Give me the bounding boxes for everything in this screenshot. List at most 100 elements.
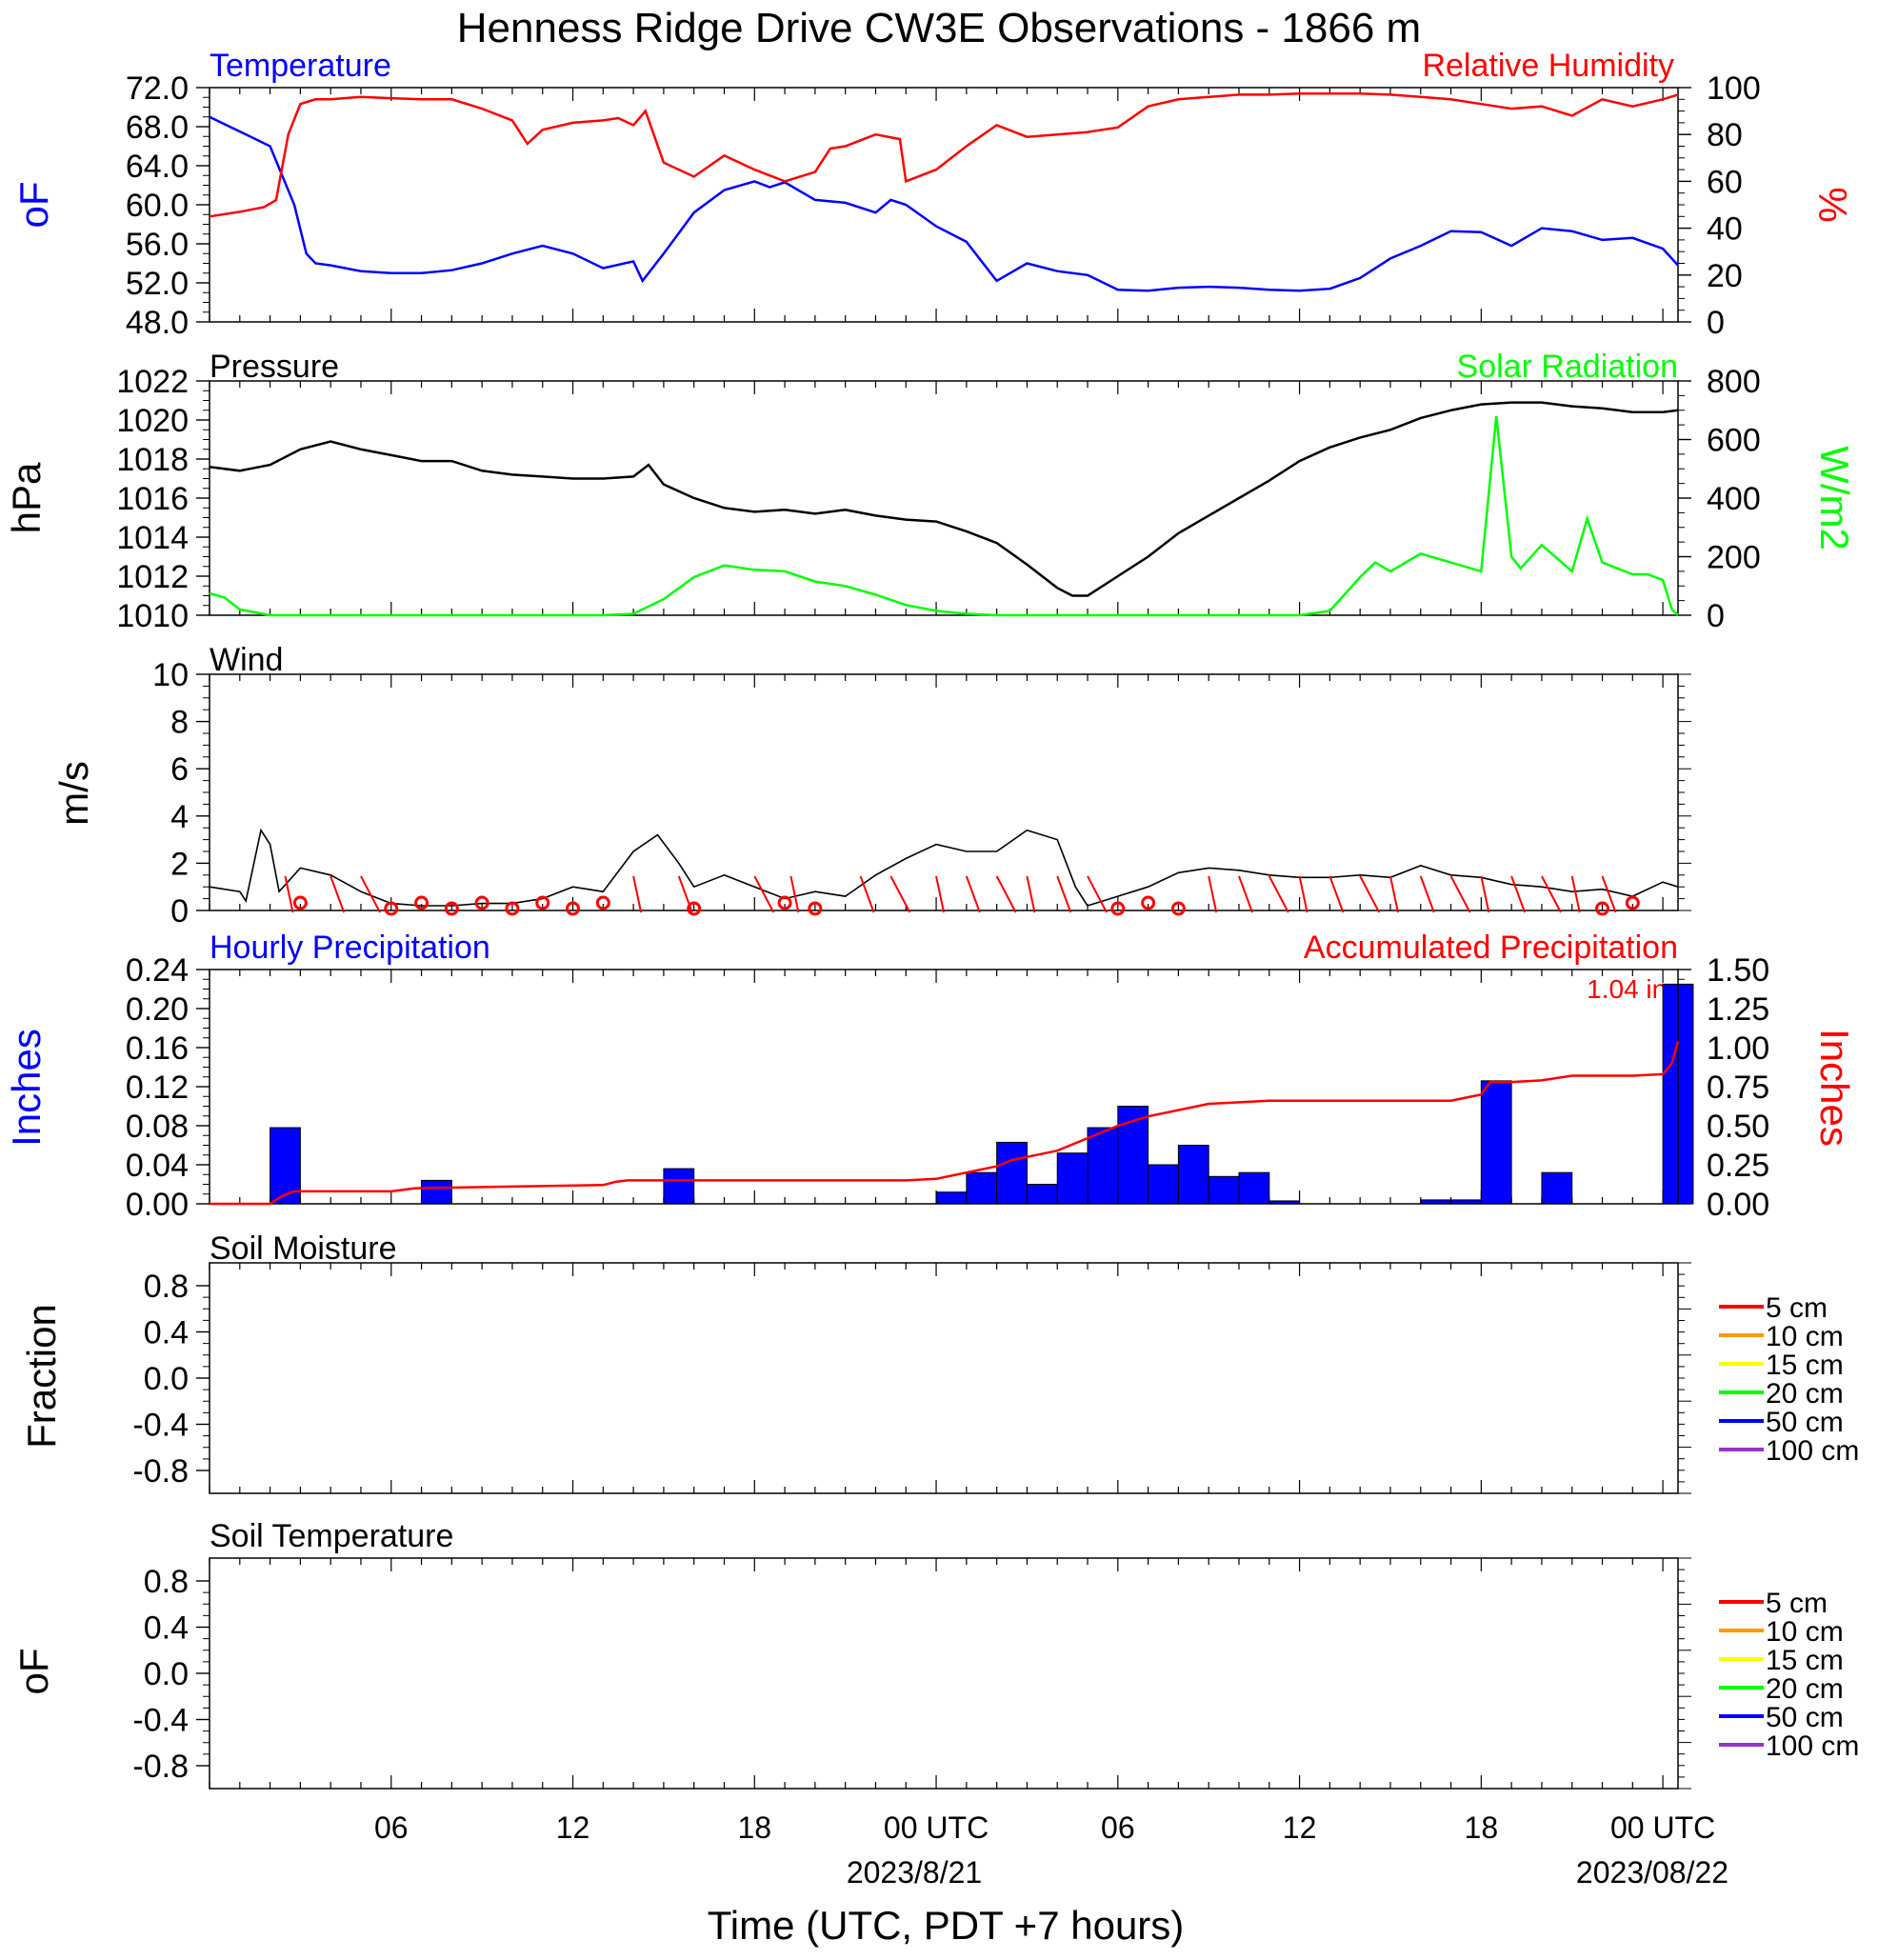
right-tick-label: 1.00 [1707, 1030, 1769, 1067]
left-tick-label: 60.0 [126, 188, 189, 224]
hourly-precip-unit-label: Inches [4, 1029, 49, 1147]
right-tick-label: 1.50 [1707, 952, 1769, 989]
precip-total-label: 1.04 in. [1587, 974, 1674, 1004]
left-tick-label: 0.0 [144, 1656, 189, 1692]
wind-barb [1480, 875, 1490, 913]
soil-moisture-panel: Soil Moisture 0.8 0.4 0.0 -0.4 -0.8 Fraction… [19, 1230, 1859, 1494]
accum-precip-y-ticks: 1.501.251.000.750.500.250.00 [1678, 952, 1769, 1223]
legend-label: 15 cm [1766, 1350, 1844, 1381]
left-tick-label: -0.8 [132, 1453, 189, 1490]
right-tick-label: 40 [1707, 211, 1743, 248]
left-tick-label: 8 [170, 705, 189, 741]
legend-label: 5 cm [1766, 1292, 1828, 1324]
left-tick-label: 52.0 [126, 266, 189, 302]
x-tick-label: 12 [556, 1810, 590, 1845]
solar-y-ticks: 800 600 400 200 0 [1678, 364, 1761, 634]
wind-barb [360, 875, 381, 913]
x-tick-label: 12 [1283, 1810, 1317, 1845]
temperature-y-ticks: 72.068.064.060.056.052.048.0 [126, 70, 210, 341]
x-tick-label: 06 [1101, 1810, 1135, 1845]
wind-title: Wind [210, 642, 283, 678]
calm-wind-marker [1625, 895, 1640, 910]
left-tick-label: 0 [170, 893, 189, 930]
right-tick-label: 60 [1707, 164, 1743, 200]
left-tick-label: 0.16 [126, 1030, 189, 1067]
x-tick-label: 18 [1465, 1810, 1499, 1845]
x-date-label-2: 2023/08/22 [1576, 1855, 1728, 1890]
soil-moisture-frame [209, 1262, 1679, 1494]
wind-barb [935, 875, 946, 913]
left-tick-label: 0.08 [126, 1109, 189, 1145]
legend-label: 20 cm [1766, 1378, 1844, 1410]
wind-barb [1601, 875, 1617, 913]
precip-frame [209, 969, 1679, 1205]
wind-barb [330, 875, 346, 913]
right-tick-label: 0.75 [1707, 1070, 1769, 1106]
precip-plot-area [209, 969, 1679, 1205]
precipitation-panel: Hourly Precipitation Accumulated Precipi… [4, 930, 1857, 1223]
humidity-unit-label: % [1810, 187, 1855, 222]
left-tick-label: 0.8 [144, 1564, 189, 1600]
wind-barb [284, 875, 294, 913]
pressure-plot-area [209, 380, 1679, 616]
precip-bar [1148, 1164, 1179, 1205]
solar-radiation-line [209, 415, 1679, 617]
relative-humidity-title: Relative Humidity [1422, 48, 1674, 84]
wind-barb [1298, 875, 1309, 913]
wind-barb [1510, 875, 1527, 913]
wind-unit-label: m/s [51, 761, 96, 826]
hourly-precip-y-ticks: 0.240.200.160.120.080.040.00 [126, 952, 210, 1223]
left-tick-label: 0.0 [144, 1361, 189, 1397]
wind-barb [1449, 875, 1471, 913]
left-tick-label: 0.4 [144, 1315, 189, 1351]
soil-moisture-y-ticks: 0.8 0.4 0.0 -0.4 -0.8 [132, 1269, 210, 1490]
soil-temperature-unit-label: oF [11, 1648, 56, 1694]
x-axis-tick-labels: 06 12 18 00 UTC 06 12 18 00 UTC [374, 1810, 1715, 1845]
x-tick-label: 18 [737, 1810, 771, 1845]
temperature-plot-area [209, 87, 1679, 323]
wind-barb [1329, 875, 1345, 913]
temperature-title: Temperature [210, 48, 391, 84]
legend-label: 50 cm [1766, 1407, 1844, 1438]
solar-radiation-title: Solar Radiation [1457, 349, 1678, 385]
calm-wind-marker [292, 895, 308, 910]
pressure-line [209, 401, 1679, 597]
calm-wind-marker [687, 901, 702, 916]
pressure-title: Pressure [210, 349, 339, 385]
temperature-panel: Temperature Relative Humidity 72.068.064… [11, 48, 1855, 341]
calm-wind-marker [444, 901, 459, 916]
calm-wind-marker [595, 895, 610, 910]
calm-wind-marker [1595, 901, 1610, 916]
temperature-line [209, 115, 1679, 292]
left-tick-label: 0.00 [126, 1187, 189, 1223]
wind-barb [965, 875, 981, 913]
wind-barb [889, 875, 911, 913]
right-tick-label: 0 [1707, 305, 1725, 341]
accumulated-precip-title: Accumulated Precipitation [1304, 930, 1678, 966]
wind-barb [632, 875, 643, 913]
precip-bar [663, 1168, 695, 1205]
calm-wind-marker [808, 901, 823, 916]
legend-label: 5 cm [1766, 1588, 1828, 1619]
calm-wind-marker [384, 901, 399, 916]
legend-label: 50 cm [1766, 1702, 1844, 1733]
precip-bar [1087, 1127, 1119, 1205]
legend-label: 100 cm [1766, 1435, 1859, 1467]
precip-bar [1208, 1175, 1240, 1205]
wind-barb [1419, 875, 1435, 913]
right-tick-label: 200 [1707, 540, 1761, 576]
wind-barb [1238, 875, 1253, 913]
left-tick-label: 64.0 [126, 149, 189, 185]
wind-barb [1570, 875, 1581, 913]
wind-barbs [284, 875, 1640, 916]
hourly-precip-title: Hourly Precipitation [210, 930, 490, 966]
x-axis-label: Time (UTC, PDT +7 hours) [708, 1903, 1185, 1948]
calm-wind-marker [535, 895, 550, 910]
soil-temperature-panel: Soil Temperature 0.8 0.4 0.0 -0.4 -0.8 oF 5 … [11, 1518, 1859, 1790]
precip-bar [996, 1141, 1028, 1205]
legend-label: 10 cm [1766, 1616, 1844, 1648]
left-tick-label: 1022 [116, 364, 189, 400]
calm-wind-marker [1170, 901, 1186, 916]
right-tick-label: 1.25 [1707, 991, 1769, 1028]
left-tick-label: -0.8 [132, 1749, 189, 1785]
